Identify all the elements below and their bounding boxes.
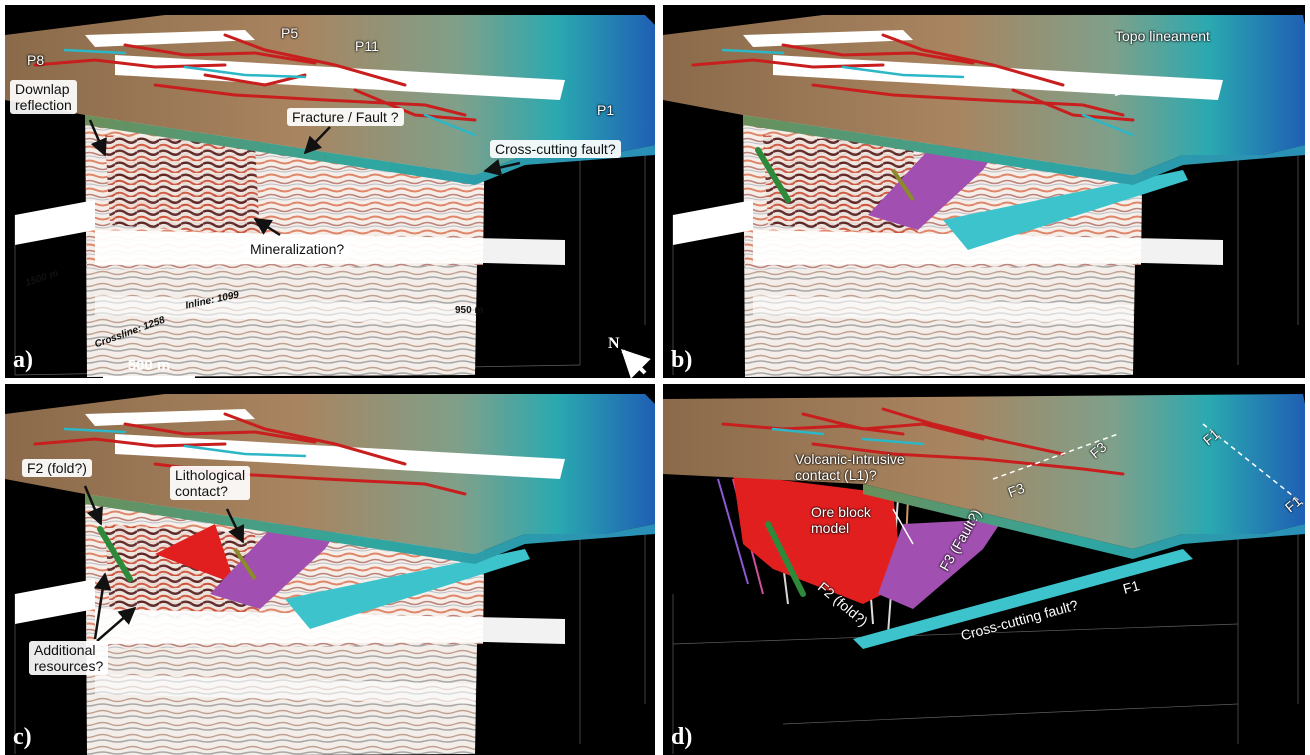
label-topo-lineament: Topo lineament <box>1115 28 1210 44</box>
label-p11: P11 <box>355 38 379 54</box>
label-mineralization: Mineralization? <box>245 240 350 259</box>
panel-a-scene <box>5 15 655 378</box>
topography-surface <box>5 15 655 175</box>
fault-f3 <box>878 519 1003 609</box>
label-volcanic-intrusive-contact: Volcanic-Intrusive contact (L1)? <box>795 451 905 484</box>
label-f2-fold: F2 (fold?) <box>22 459 92 478</box>
label-ore-block-model: Ore block model <box>811 504 871 537</box>
panel-b-scene <box>663 15 1305 377</box>
fault-f1-cross-cutting <box>853 549 1193 649</box>
scale-bar-line <box>103 376 195 378</box>
panel-c-label: c) <box>13 724 32 750</box>
label-p5: P5 <box>281 25 299 41</box>
label-p8: P8 <box>27 52 45 68</box>
panel-b: Topo lineament b) <box>663 5 1305 378</box>
panel-d: Volcanic-Intrusive contact (L1)? Ore blo… <box>663 384 1305 755</box>
fault-purple <box>868 140 1003 230</box>
panel-c: F2 (fold?) Lithological contact? Additio… <box>5 384 655 755</box>
label-fracture-fault: Fracture / Fault ? <box>287 108 404 127</box>
label-depth-950: 950 m <box>455 305 484 316</box>
label-downlap-reflection: Downlap reflection <box>10 80 77 115</box>
label-lithological-contact: Lithological contact? <box>170 466 251 501</box>
panel-c-scene <box>5 394 655 755</box>
label-p1: P1 <box>597 102 615 118</box>
panel-b-label: b) <box>671 347 693 373</box>
north-label: N <box>608 335 620 352</box>
panel-a-label: a) <box>13 347 33 373</box>
scale-bar-label: 500 m <box>127 357 171 374</box>
label-additional-resources: Additional resources? <box>29 641 109 676</box>
north-arrow-icon: N <box>608 335 655 378</box>
panel-d-scene <box>663 394 1305 754</box>
panel-d-label: d) <box>671 724 693 750</box>
label-cross-cutting-fault: Cross-cutting fault? <box>490 140 621 159</box>
scale-bar: 500 m <box>103 357 195 378</box>
panel-a: P8 P5 P11 P1 Downlap reflection Fracture… <box>5 5 655 378</box>
fault-cyan <box>943 170 1188 250</box>
ore-block-model <box>733 474 903 604</box>
ore-body <box>155 524 235 584</box>
